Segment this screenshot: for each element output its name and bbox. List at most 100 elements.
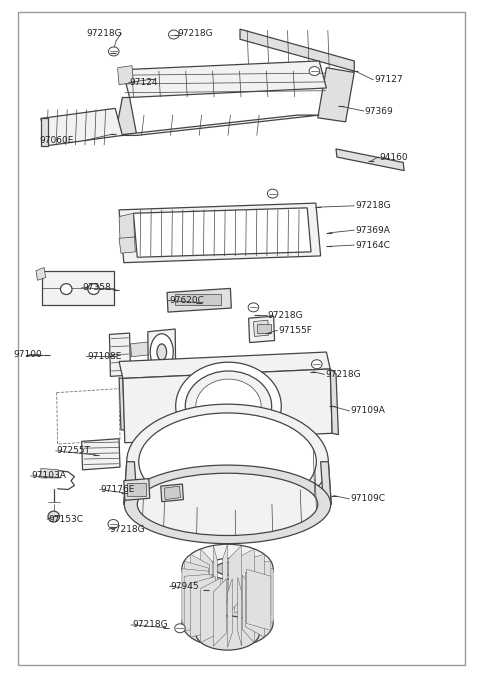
Ellipse shape — [48, 511, 60, 522]
Ellipse shape — [196, 616, 260, 650]
Text: 97127: 97127 — [374, 75, 403, 85]
Polygon shape — [118, 66, 133, 85]
Polygon shape — [240, 29, 354, 71]
Bar — [257, 324, 271, 333]
Polygon shape — [191, 577, 215, 637]
Polygon shape — [238, 577, 241, 646]
Polygon shape — [330, 369, 338, 435]
Ellipse shape — [124, 465, 331, 544]
Text: 97218G: 97218G — [87, 28, 122, 38]
Ellipse shape — [127, 404, 328, 519]
Ellipse shape — [182, 598, 273, 647]
Ellipse shape — [150, 334, 173, 370]
Text: 94160: 94160 — [379, 152, 408, 162]
Ellipse shape — [108, 519, 119, 529]
Text: 97218G: 97218G — [132, 620, 168, 630]
Polygon shape — [201, 549, 213, 616]
Polygon shape — [247, 569, 271, 630]
Text: 97218G: 97218G — [325, 370, 361, 379]
Text: 97945: 97945 — [170, 582, 199, 591]
Polygon shape — [119, 352, 330, 378]
Ellipse shape — [157, 344, 167, 360]
Polygon shape — [161, 484, 183, 502]
Text: 97164C: 97164C — [355, 240, 390, 250]
Ellipse shape — [108, 47, 119, 56]
Polygon shape — [191, 554, 210, 619]
Polygon shape — [41, 468, 59, 478]
Polygon shape — [115, 115, 319, 135]
Text: 97218G: 97218G — [268, 311, 303, 320]
Polygon shape — [133, 208, 311, 257]
Polygon shape — [242, 575, 254, 642]
Text: 97218G: 97218G — [178, 28, 213, 38]
Text: 97358: 97358 — [83, 283, 111, 292]
Ellipse shape — [208, 559, 247, 579]
Text: 97369A: 97369A — [355, 225, 390, 235]
Text: 97155F: 97155F — [278, 326, 312, 335]
Ellipse shape — [168, 30, 179, 39]
Text: 97369: 97369 — [365, 106, 394, 116]
Polygon shape — [131, 342, 150, 357]
Polygon shape — [321, 462, 331, 504]
Polygon shape — [148, 329, 176, 375]
Ellipse shape — [185, 371, 272, 441]
Ellipse shape — [176, 362, 281, 450]
Polygon shape — [229, 546, 241, 613]
Polygon shape — [109, 333, 131, 376]
Text: 97153C: 97153C — [48, 515, 83, 524]
Polygon shape — [223, 544, 228, 613]
Ellipse shape — [88, 284, 99, 294]
Polygon shape — [124, 462, 137, 504]
Ellipse shape — [137, 473, 318, 536]
Text: 97620C: 97620C — [169, 296, 204, 305]
Polygon shape — [235, 549, 254, 613]
Ellipse shape — [196, 379, 261, 433]
Polygon shape — [82, 439, 120, 470]
Polygon shape — [119, 213, 134, 240]
Polygon shape — [201, 578, 220, 642]
Ellipse shape — [248, 303, 259, 312]
Polygon shape — [246, 566, 273, 623]
Polygon shape — [36, 267, 46, 280]
Text: 97109C: 97109C — [350, 494, 385, 504]
Polygon shape — [167, 288, 231, 312]
Polygon shape — [184, 561, 208, 622]
Text: 97060E: 97060E — [39, 135, 74, 145]
Text: 97176E: 97176E — [101, 485, 135, 494]
Ellipse shape — [267, 189, 278, 198]
Ellipse shape — [175, 624, 185, 633]
Polygon shape — [119, 237, 135, 253]
Text: 97103A: 97103A — [32, 471, 67, 481]
Polygon shape — [214, 579, 226, 646]
Text: 97218G: 97218G — [109, 525, 145, 534]
Polygon shape — [123, 369, 332, 443]
Polygon shape — [182, 569, 209, 626]
Text: 97100: 97100 — [13, 350, 42, 359]
Ellipse shape — [60, 284, 72, 294]
Text: 97255T: 97255T — [57, 446, 91, 456]
Bar — [175, 294, 221, 305]
Polygon shape — [124, 479, 150, 500]
Polygon shape — [184, 574, 211, 630]
Ellipse shape — [216, 563, 239, 575]
Polygon shape — [41, 108, 122, 146]
Polygon shape — [245, 573, 264, 637]
Polygon shape — [122, 61, 326, 97]
Text: 97109A: 97109A — [350, 406, 385, 416]
Text: 97124: 97124 — [130, 78, 158, 87]
Polygon shape — [240, 554, 264, 615]
Text: 97218G: 97218G — [355, 201, 391, 211]
Polygon shape — [253, 320, 269, 336]
Polygon shape — [214, 546, 217, 614]
Polygon shape — [41, 118, 48, 146]
Ellipse shape — [309, 66, 320, 76]
Polygon shape — [115, 97, 137, 135]
Text: 97108E: 97108E — [87, 351, 122, 361]
Polygon shape — [336, 149, 404, 171]
Polygon shape — [244, 561, 271, 617]
Polygon shape — [164, 486, 180, 500]
Polygon shape — [228, 579, 232, 647]
Ellipse shape — [312, 359, 322, 369]
Polygon shape — [318, 68, 354, 122]
Polygon shape — [42, 271, 114, 305]
